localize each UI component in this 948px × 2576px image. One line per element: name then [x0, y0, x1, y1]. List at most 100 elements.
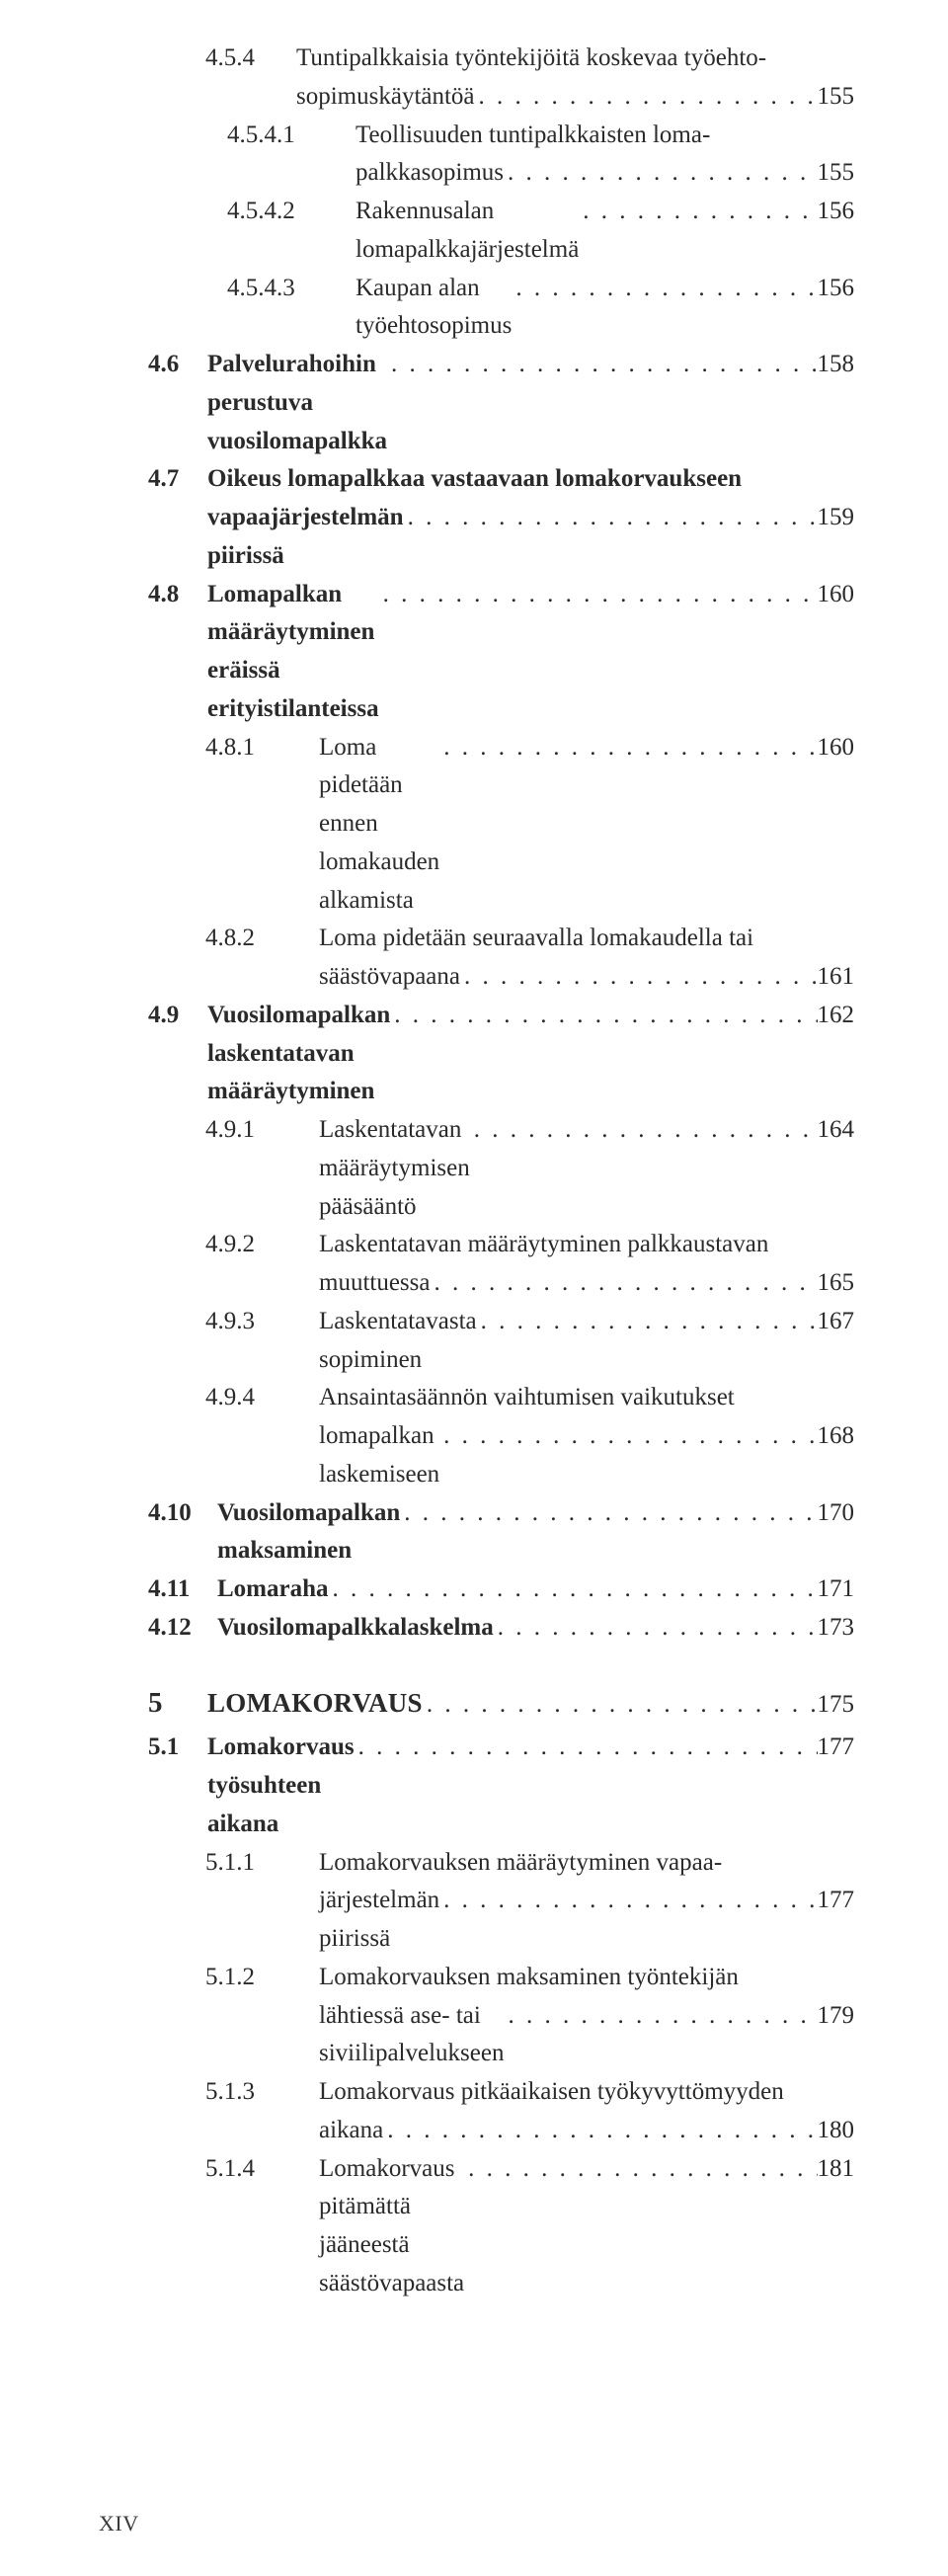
toc-page: 177: [818, 1882, 855, 1920]
toc-leader: . . . . . . . . . . . . . . . . . . . . …: [383, 2112, 817, 2150]
toc-title: Lomakorvaus pitämättä jääneestä säästöva…: [319, 2150, 464, 2303]
toc-entry: 4.9.3Laskentatavasta sopiminen. . . . . …: [148, 1303, 854, 1380]
toc-entry: 4.5.4.3Kaupan alan työehtosopimus. . . .…: [148, 270, 854, 347]
toc-leader: . . . . . . . . . . . . . . . . . . . . …: [477, 1303, 818, 1341]
toc-page: 173: [818, 1609, 855, 1648]
toc-page: 180: [818, 2112, 855, 2150]
toc-entry: 4.9.4Ansaintasäännön vaihtumisen vaikutu…: [148, 1379, 854, 1417]
toc-entry: muuttuessa. . . . . . . . . . . . . . . …: [148, 1264, 854, 1303]
toc-number: 4.9.2: [205, 1226, 319, 1264]
toc-title: Laskentatavan määräytymisen pääsääntö: [319, 1111, 470, 1226]
toc-entry: vapaajärjestelmän piirissä. . . . . . . …: [148, 499, 854, 576]
toc-title: lähtiessä ase- tai siviilipalvelukseen: [319, 1997, 504, 2074]
toc-title: Lomakorvaus työsuhteen aikana: [207, 1729, 355, 1843]
toc-page: 162: [818, 997, 855, 1035]
toc-page: 160: [818, 576, 855, 614]
toc-page: 170: [818, 1494, 855, 1533]
toc-page: 175: [818, 1686, 855, 1725]
toc-chapter: 5LOMAKORVAUS. . . . . . . . . . . . . . …: [148, 1681, 854, 1726]
toc-entry: 4.10Vuosilomapalkan maksaminen. . . . . …: [148, 1494, 854, 1571]
toc-title: Loma pidetään seuraavalla lomakaudella t…: [319, 920, 753, 958]
toc-title: muuttuessa: [319, 1264, 431, 1303]
table-of-contents: 4.5.4Tuntipalkkaisia työntekijöitä koske…: [148, 40, 854, 2303]
toc-entry: 5.1.3Lomakorvaus pitkäaikaisen työkyvytt…: [148, 2073, 854, 2112]
toc-title: Lomapalkan määräytyminen eräissä erityis…: [207, 576, 379, 729]
page-footer-roman: XIV: [99, 2511, 854, 2536]
toc-title: Lomakorvauksen määräytyminen vapaa-: [319, 1844, 722, 1883]
toc-chapter-number: 5: [148, 1681, 207, 1726]
toc-title: Rakennusalan lomapalkkajärjestelmä: [356, 193, 579, 270]
toc-title: vapaajärjestelmän piirissä: [207, 499, 404, 576]
toc-page: 161: [818, 958, 855, 997]
toc-title: Oikeus lomapalkkaa vastaavaan lomakorvau…: [207, 460, 742, 499]
toc-entry: 5.1.4Lomakorvaus pitämättä jääneestä sää…: [148, 2150, 854, 2303]
toc-entry: palkkasopimus. . . . . . . . . . . . . .…: [148, 154, 854, 193]
toc-entry: säästövapaana. . . . . . . . . . . . . .…: [148, 958, 854, 997]
toc-title: aikana: [319, 2112, 383, 2150]
toc-title: Vuosilomapalkkalaskelma: [217, 1609, 494, 1648]
toc-leader: . . . . . . . . . . . . . . . . . . . . …: [439, 1417, 817, 1456]
toc-title: Vuosilomapalkan laskentatavan määräytymi…: [207, 997, 390, 1111]
toc-page: 179: [818, 1997, 855, 2036]
toc-leader: . . . . . . . . . . . . . . . . . . . . …: [504, 1997, 817, 2036]
toc-title: Vuosilomapalkan maksaminen: [217, 1494, 400, 1571]
toc-number: 4.6: [148, 346, 207, 384]
toc-entry: 5.1Lomakorvaus työsuhteen aikana. . . . …: [148, 1729, 854, 1843]
toc-leader: . . . . . . . . . . . . . . . . . . . . …: [404, 499, 818, 537]
toc-number: 4.11: [148, 1570, 217, 1609]
toc-title: Loma pidetään ennen lomakauden alkamista: [319, 729, 439, 921]
toc-entry: lähtiessä ase- tai siviilipalvelukseen. …: [148, 1997, 854, 2074]
toc-leader: . . . . . . . . . . . . . . . . . . . . …: [329, 1570, 818, 1609]
toc-entry: 5.1.1Lomakorvauksen määräytyminen vapaa-: [148, 1844, 854, 1883]
toc-title: Laskentatavasta sopiminen: [319, 1303, 477, 1380]
toc-title: Lomakorvauksen maksaminen työntekijän: [319, 1959, 739, 1997]
toc-page: 164: [818, 1111, 855, 1150]
toc-entry: 4.12Vuosilomapalkkalaskelma. . . . . . .…: [148, 1609, 854, 1648]
toc-page: 155: [818, 78, 855, 117]
toc-number: 4.9.3: [205, 1303, 319, 1341]
toc-title: lomapalkan laskemiseen: [319, 1417, 439, 1494]
toc-leader: . . . . . . . . . . . . . . . . . . . . …: [379, 576, 818, 614]
toc-number: 5.1.3: [205, 2073, 319, 2112]
toc-number: 4.8.2: [205, 920, 319, 958]
toc-entry: aikana. . . . . . . . . . . . . . . . . …: [148, 2112, 854, 2150]
toc-entry: 4.7Oikeus lomapalkkaa vastaavaan lomakor…: [148, 460, 854, 499]
toc-leader: . . . . . . . . . . . . . . . . . . . . …: [400, 1494, 817, 1533]
toc-title: Palvelurahoihin perustuva vuosilomapalkk…: [207, 346, 387, 460]
toc-number: 4.5.4.1: [227, 117, 356, 155]
toc-number: 5.1.2: [205, 1959, 319, 1997]
toc-entry: lomapalkan laskemiseen. . . . . . . . . …: [148, 1417, 854, 1494]
toc-leader: . . . . . . . . . . . . . . . . . . . . …: [504, 154, 818, 193]
toc-page: 156: [818, 193, 855, 231]
toc-page: 158: [818, 346, 855, 384]
toc-entry: 4.9.2Laskentatavan määräytyminen palkkau…: [148, 1226, 854, 1264]
toc-number: 4.5.4.3: [227, 270, 356, 308]
toc-title: säästövapaana: [319, 958, 460, 997]
toc-number: 5.1.1: [205, 1844, 319, 1883]
toc-page: 156: [818, 270, 855, 308]
toc-title: sopimuskäytäntöä: [296, 78, 475, 117]
toc-entry: 4.9Vuosilomapalkan laskentatavan määräyt…: [148, 997, 854, 1111]
toc-leader: . . . . . . . . . . . . . . . . . . . . …: [387, 346, 818, 384]
toc-number: 4.10: [148, 1494, 217, 1533]
toc-title: Teollisuuden tuntipalkkaisten loma-: [356, 117, 710, 155]
toc-leader: . . . . . . . . . . . . . . . . . . . . …: [494, 1609, 818, 1648]
toc-title: Lomakorvaus pitkäaikaisen työkyvyttömyyd…: [319, 2073, 784, 2112]
toc-number: 5.1: [148, 1729, 207, 1767]
toc-leader: . . . . . . . . . . . . . . . . . . . . …: [439, 729, 817, 767]
toc-entry: 4.5.4.2Rakennusalan lomapalkkajärjestelm…: [148, 193, 854, 270]
toc-leader: . . . . . . . . . . . . . . . . . . . . …: [423, 1686, 818, 1725]
toc-chapter-title: LOMAKORVAUS: [207, 1683, 423, 1725]
toc-page: 177: [818, 1729, 855, 1767]
toc-leader: . . . . . . . . . . . . . . . . . . . . …: [512, 270, 817, 308]
toc-number: 4.9.1: [205, 1111, 319, 1150]
toc-number: 4.5.4.2: [227, 193, 356, 231]
toc-number: 4.9: [148, 997, 207, 1035]
toc-leader: . . . . . . . . . . . . . . . . . . . . …: [579, 193, 817, 231]
toc-entry: 4.11Lomaraha. . . . . . . . . . . . . . …: [148, 1570, 854, 1609]
toc-title: Kaupan alan työehtosopimus: [356, 270, 512, 347]
toc-page: 155: [818, 154, 855, 193]
toc-entry: 4.8Lomapalkan määräytyminen eräissä erit…: [148, 576, 854, 729]
toc-entry: 4.6Palvelurahoihin perustuva vuosilomapa…: [148, 346, 854, 460]
toc-leader: . . . . . . . . . . . . . . . . . . . . …: [431, 1264, 818, 1303]
